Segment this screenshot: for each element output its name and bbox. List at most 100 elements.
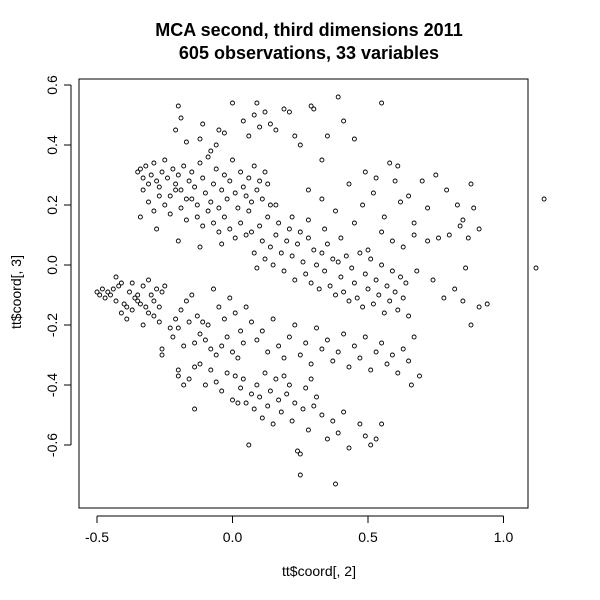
data-point [373,436,379,442]
data-point [202,190,208,196]
data-point [262,109,268,115]
data-point [333,208,338,214]
data-point [276,220,282,226]
data-point [192,364,198,370]
y-axis: -0.6 -0.4 -0.2 0.0 0.2 0.4 0.6 [44,75,72,457]
data-point [167,193,173,199]
data-point [335,94,341,100]
data-point [384,361,390,367]
data-point [297,142,303,148]
data-point [197,136,203,142]
y-tick-label: -0.6 [44,433,60,457]
plot-frame [78,78,529,509]
data-point [460,217,466,223]
data-point [365,286,371,292]
data-point [425,238,431,244]
data-point [232,190,238,196]
data-point [148,172,154,178]
data-point [311,403,317,409]
data-point [368,442,374,448]
data-point [135,298,141,304]
data-point [308,103,314,109]
data-point [219,241,225,247]
data-point [154,226,160,232]
data-point [262,256,268,262]
data-point [230,157,235,163]
data-point [308,280,314,286]
data-point [208,346,214,352]
data-point [305,217,311,223]
x-tick-label: 0.5 [358,529,378,545]
data-point [240,184,246,190]
data-point [441,295,447,301]
data-point [243,232,249,238]
data-point [181,163,187,169]
data-point [357,250,363,256]
data-point [137,214,143,220]
data-point [319,157,325,163]
data-point [267,121,273,127]
data-point [281,106,287,112]
data-point [146,310,151,316]
data-point [286,334,292,340]
data-point [406,358,412,364]
data-point [330,418,336,424]
data-point [292,322,298,328]
data-point [121,301,127,307]
data-point [170,334,176,340]
data-point [221,214,227,220]
data-point [292,400,298,406]
data-point [276,397,282,403]
y-tick-label: 0.0 [44,255,60,275]
data-point [368,256,374,262]
data-point [127,289,132,295]
data-point [186,178,192,184]
data-point [205,208,211,214]
data-point [197,160,203,166]
data-point [235,205,241,211]
data-point [154,178,160,184]
data-point [110,286,116,292]
x-axis: -0.5 0.0 0.5 1.0 [85,515,514,545]
data-point [417,373,422,379]
data-point [232,235,238,241]
data-point [273,127,279,133]
data-point [213,166,219,172]
data-point [305,235,311,241]
data-point [454,202,460,208]
data-point [148,292,154,298]
data-point [102,295,108,301]
data-point [192,340,198,346]
data-point [284,238,290,244]
data-point [267,388,273,394]
data-point [246,208,252,214]
data-point [154,286,160,292]
data-point [216,127,222,133]
data-point [200,121,206,127]
data-point [468,181,474,187]
data-point [257,394,263,400]
data-point [457,223,463,229]
data-point [297,472,303,478]
data-point [341,409,347,415]
data-point [314,262,319,268]
data-point [243,193,249,199]
data-point [124,304,130,310]
data-point [292,133,298,139]
data-point [221,316,227,322]
data-point [398,274,403,280]
data-point [411,334,417,340]
data-point [533,265,539,271]
x-tick-label: 1.0 [494,529,514,545]
data-point [330,256,336,262]
data-point [232,373,238,379]
data-point [151,298,157,304]
data-point [381,214,387,220]
data-point [249,391,254,397]
data-point [295,241,300,247]
data-point [400,295,406,301]
data-point [341,118,347,124]
data-point [338,274,344,280]
data-point [200,175,206,181]
